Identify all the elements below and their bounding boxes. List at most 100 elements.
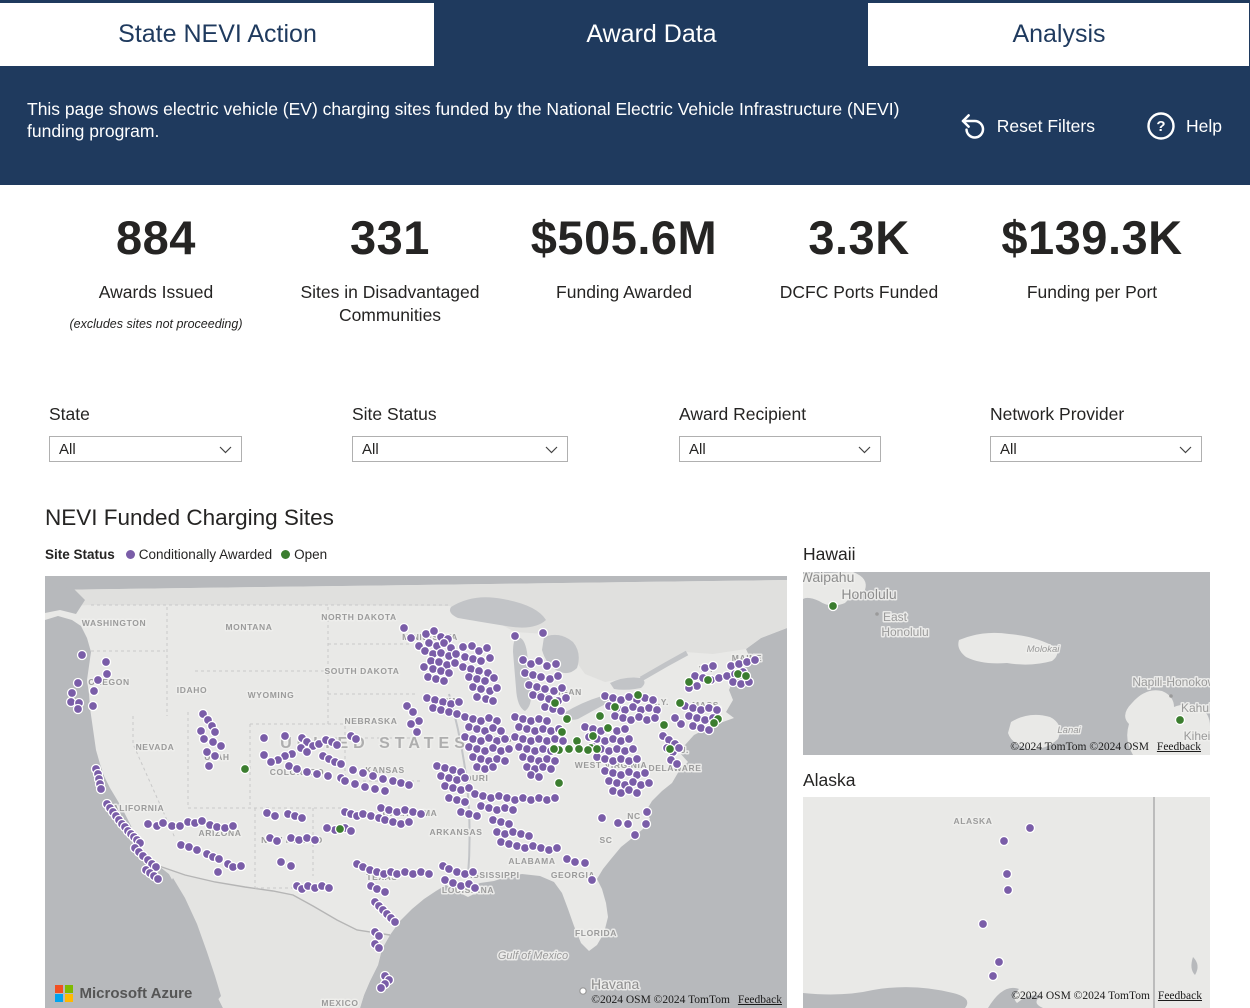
- site-dot[interactable]: [550, 658, 562, 670]
- site-dot[interactable]: [215, 740, 227, 752]
- site-dot[interactable]: [703, 724, 715, 736]
- site-dot[interactable]: [573, 743, 585, 755]
- site-dot[interactable]: [1024, 822, 1036, 834]
- site-dot[interactable]: [72, 677, 84, 689]
- site-dot[interactable]: [658, 719, 670, 731]
- site-dot[interactable]: [389, 916, 401, 928]
- site-dot[interactable]: [321, 822, 333, 834]
- site-dot[interactable]: [640, 818, 652, 830]
- site-dot[interactable]: [556, 682, 568, 694]
- site-dot[interactable]: [279, 730, 291, 742]
- site-dot[interactable]: [467, 866, 479, 878]
- site-dot[interactable]: [471, 691, 483, 703]
- site-dot[interactable]: [66, 687, 78, 699]
- site-dot[interactable]: [291, 763, 303, 775]
- site-dot[interactable]: [285, 860, 297, 872]
- site-dot[interactable]: [749, 654, 761, 666]
- site-dot[interactable]: [207, 736, 219, 748]
- site-dot[interactable]: [552, 670, 564, 682]
- site-dot[interactable]: [548, 743, 560, 755]
- site-dot[interactable]: [549, 792, 561, 804]
- site-dot[interactable]: [379, 886, 391, 898]
- site-dot[interactable]: [449, 657, 461, 669]
- site-dot[interactable]: [563, 743, 575, 755]
- site-dot[interactable]: [345, 825, 357, 837]
- feedback-link[interactable]: Feedback: [1156, 741, 1201, 753]
- site-dot[interactable]: [537, 627, 549, 639]
- site-dot[interactable]: [203, 760, 215, 772]
- site-dot[interactable]: [591, 743, 603, 755]
- site-dot[interactable]: [367, 770, 379, 782]
- site-dot[interactable]: [271, 835, 283, 847]
- site-dot[interactable]: [401, 700, 413, 712]
- site-dot[interactable]: [459, 772, 471, 784]
- site-dot[interactable]: [450, 648, 462, 660]
- site-dot[interactable]: [213, 853, 225, 865]
- site-dot[interactable]: [475, 655, 487, 667]
- site-dot[interactable]: [334, 823, 346, 835]
- site-dot[interactable]: [349, 778, 361, 790]
- site-dot[interactable]: [235, 860, 247, 872]
- site-dot[interactable]: [594, 710, 606, 722]
- site-dot[interactable]: [209, 750, 221, 762]
- site-dot[interactable]: [415, 808, 427, 820]
- site-dot[interactable]: [579, 857, 591, 869]
- site-dot[interactable]: [152, 873, 164, 885]
- site-dot[interactable]: [561, 713, 573, 725]
- site-dot[interactable]: [405, 632, 417, 644]
- tab-analysis[interactable]: Analysis: [868, 3, 1250, 66]
- site-dot[interactable]: [631, 753, 643, 765]
- site-dot[interactable]: [533, 655, 545, 667]
- site-dot[interactable]: [551, 842, 563, 854]
- site-dot[interactable]: [350, 733, 362, 745]
- site-dot[interactable]: [258, 732, 270, 744]
- site-dot[interactable]: [227, 820, 239, 832]
- site-dot[interactable]: [411, 726, 423, 738]
- site-dot[interactable]: [331, 739, 343, 751]
- site-dot[interactable]: [675, 718, 687, 730]
- site-dot[interactable]: [469, 882, 481, 894]
- feedback-link[interactable]: Feedback: [1157, 990, 1202, 1002]
- site-dot[interactable]: [553, 777, 565, 789]
- site-dot[interactable]: [443, 667, 455, 679]
- site-dot[interactable]: [612, 817, 624, 829]
- site-dot[interactable]: [369, 783, 381, 795]
- site-dot[interactable]: [339, 775, 351, 787]
- site-dot[interactable]: [438, 675, 450, 687]
- site-dot[interactable]: [466, 640, 478, 652]
- alaska-map[interactable]: ALASKA ©2024 OSM ©2024 TomTom Feedback: [803, 797, 1210, 1008]
- site-dot[interactable]: [373, 942, 385, 954]
- site-dot[interactable]: [142, 818, 154, 830]
- site-dot[interactable]: [503, 743, 515, 755]
- site-dot[interactable]: [491, 682, 503, 694]
- site-dot[interactable]: [487, 761, 499, 773]
- site-dot[interactable]: [545, 763, 557, 775]
- site-dot[interactable]: [95, 783, 107, 795]
- site-dot[interactable]: [488, 672, 500, 684]
- site-dot[interactable]: [632, 689, 644, 701]
- site-dot[interactable]: [609, 701, 621, 713]
- site-dot[interactable]: [987, 970, 999, 982]
- help-button[interactable]: ? Help: [1145, 110, 1222, 142]
- filter-dropdown-site-status[interactable]: All: [352, 436, 568, 462]
- site-dot[interactable]: [503, 818, 515, 830]
- site-dot[interactable]: [87, 700, 99, 712]
- site-dot[interactable]: [541, 715, 553, 727]
- filter-dropdown-state[interactable]: All: [49, 436, 242, 462]
- site-dot[interactable]: [674, 697, 686, 709]
- site-dot[interactable]: [423, 868, 435, 880]
- site-dot[interactable]: [357, 767, 369, 779]
- site-dot[interactable]: [347, 764, 359, 776]
- site-dot[interactable]: [309, 834, 321, 846]
- site-dot[interactable]: [198, 733, 210, 745]
- site-dot[interactable]: [560, 692, 572, 704]
- site-dot[interactable]: [549, 697, 561, 709]
- site-dot[interactable]: [977, 918, 989, 930]
- site-dot[interactable]: [403, 779, 415, 791]
- site-dot[interactable]: [418, 661, 430, 673]
- site-dot[interactable]: [507, 804, 519, 816]
- site-dot[interactable]: [623, 733, 635, 745]
- site-dot[interactable]: [555, 705, 567, 717]
- hawaii-map[interactable]: Waipahu Honolulu East Honolulu Molokai Napili…: [803, 572, 1210, 755]
